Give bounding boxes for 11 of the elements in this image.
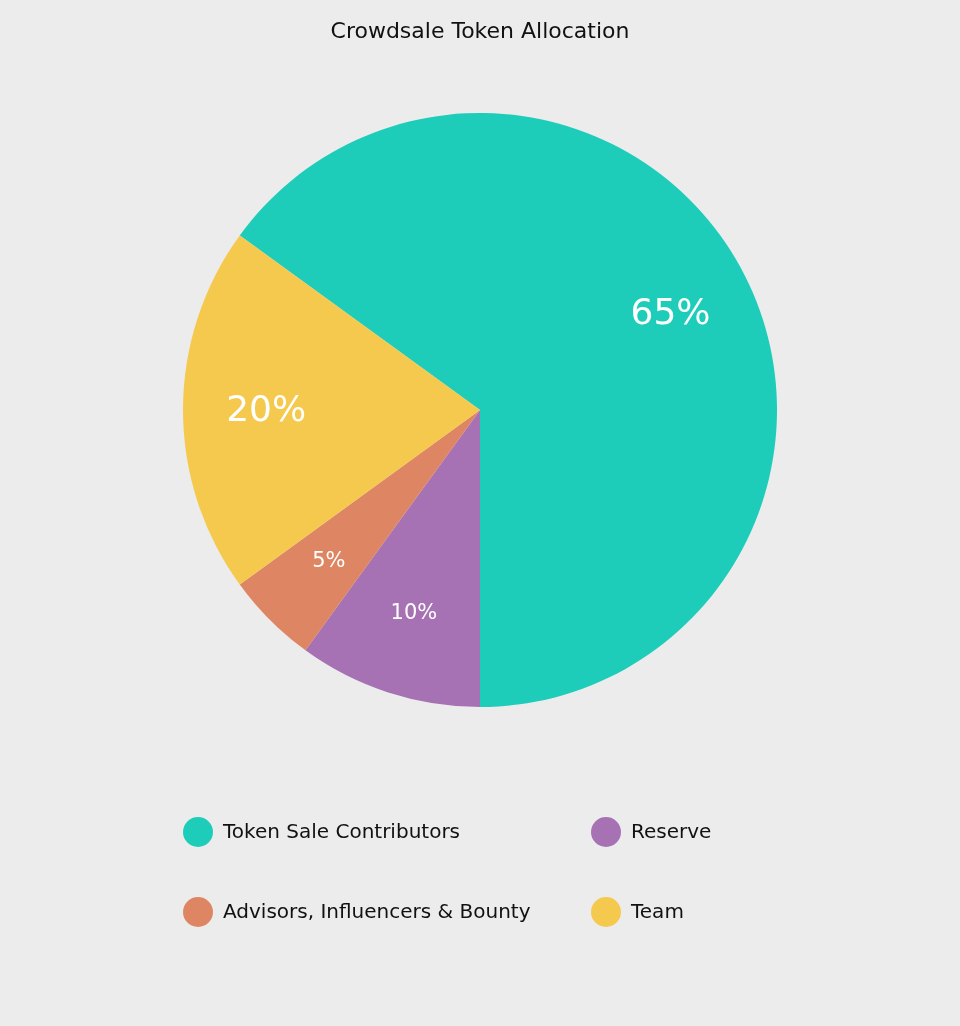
data-label: 20% bbox=[226, 388, 307, 429]
legend-label: Reserve bbox=[631, 819, 712, 843]
data-label: 5% bbox=[312, 548, 346, 573]
pie-slice bbox=[305, 410, 480, 707]
pie-slice bbox=[183, 235, 480, 585]
data-label: 65% bbox=[630, 290, 711, 332]
legend-label: Team bbox=[630, 899, 684, 923]
legend-label: Advisors, Influencers & Bounty bbox=[223, 899, 531, 923]
data-label: 10% bbox=[390, 600, 438, 625]
chart-title: Crowdsale Token Allocation bbox=[330, 18, 630, 43]
legend-label: Token Sale Contributors bbox=[222, 819, 461, 843]
